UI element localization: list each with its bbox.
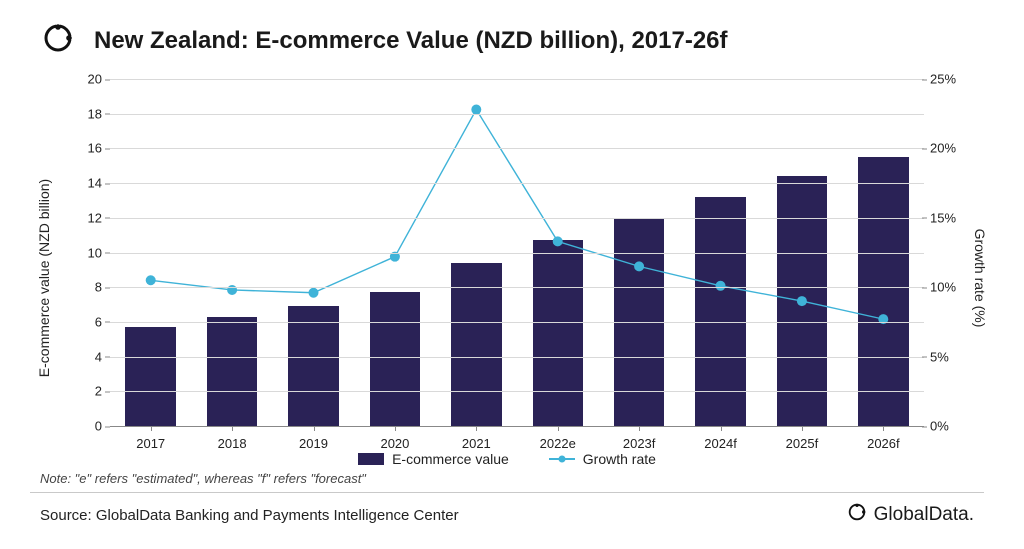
bar [288,306,338,426]
y-left-tick: 4 [72,349,102,364]
y-left-axis-label: E-commerce value (NZD billion) [36,179,52,377]
y-left-tick: 10 [72,245,102,260]
x-tick [232,426,233,431]
x-axis-label: 2025f [786,436,819,451]
y-right-tick: 5% [930,349,970,364]
gridline [110,218,924,219]
bar [125,327,175,426]
y-left-tick: 8 [72,280,102,295]
x-tick [802,426,803,431]
y-left-tick: 20 [72,72,102,87]
y-right-axis-label: Growth rate (%) [972,229,988,328]
logo-icon [40,20,76,61]
gridline [110,253,924,254]
y-left-tick: 12 [72,210,102,225]
y-left-tick: 0 [72,419,102,434]
x-tick [151,426,152,431]
bar [777,176,827,426]
x-axis-label: 2021 [462,436,491,451]
x-tick [558,426,559,431]
brand-icon [846,501,868,529]
gridline [110,183,924,184]
legend-swatch-line [549,458,575,460]
x-axis-label: 2020 [380,436,409,451]
header: New Zealand: E-commerce Value (NZD billi… [30,20,984,61]
x-tick [639,426,640,431]
x-tick [395,426,396,431]
y-right-tick: 10% [930,280,970,295]
gridline [110,322,924,323]
x-axis-label: 2017 [136,436,165,451]
divider [30,492,984,493]
y-left-tick: 2 [72,384,102,399]
page: New Zealand: E-commerce Value (NZD billi… [0,0,1024,549]
y-left-tick: 6 [72,314,102,329]
gridline [110,287,924,288]
x-axis-label: 2019 [299,436,328,451]
x-axis-label: 2024f [704,436,737,451]
brand-text: GlobalData. [874,504,974,526]
chart-title: New Zealand: E-commerce Value (NZD billi… [94,27,728,55]
x-axis-label: 2018 [218,436,247,451]
y-right-tick: 15% [930,210,970,225]
x-axis-label: 2026f [867,436,900,451]
gridline [110,357,924,358]
y-right-tick: 0% [930,419,970,434]
x-axis-label: 2022e [540,436,576,451]
x-tick [883,426,884,431]
x-tick [314,426,315,431]
bar [533,240,583,426]
source-text: Source: GlobalData Banking and Payments … [40,507,459,524]
bar [370,292,420,426]
plot-area: 201720182019202020212022e2023f2024f2025f… [110,79,924,427]
y-right-tick: 25% [930,72,970,87]
y-left-tick: 14 [72,176,102,191]
footer: Source: GlobalData Banking and Payments … [30,501,984,529]
gridline [110,391,924,392]
chart: E-commerce value (NZD billion) Growth ra… [30,69,984,487]
bar [207,317,257,426]
x-axis-label: 2023f [623,436,656,451]
brand: GlobalData. [846,501,974,529]
x-tick [721,426,722,431]
bar [858,157,908,426]
gridline [110,79,924,80]
y-right-tick: 20% [930,141,970,156]
x-tick [476,426,477,431]
y-left-tick: 16 [72,141,102,156]
gridline [110,114,924,115]
gridline [110,148,924,149]
y-left-tick: 18 [72,106,102,121]
